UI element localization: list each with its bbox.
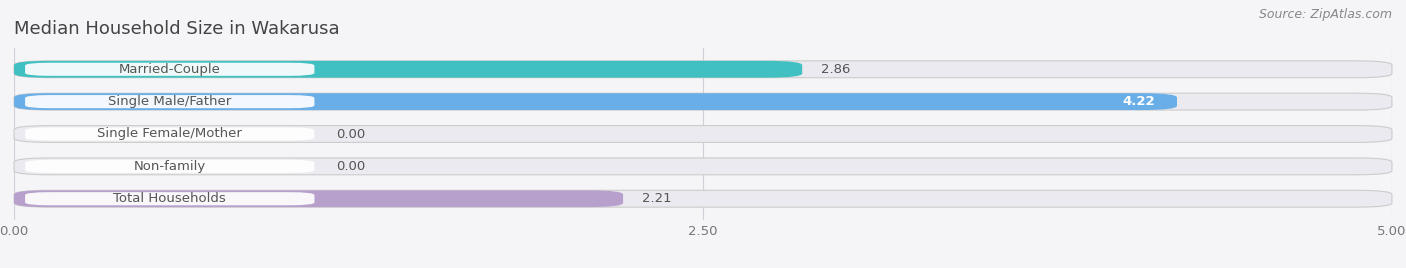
Text: Single Male/Father: Single Male/Father bbox=[108, 95, 232, 108]
FancyBboxPatch shape bbox=[25, 192, 315, 205]
FancyBboxPatch shape bbox=[14, 190, 623, 207]
Text: Single Female/Mother: Single Female/Mother bbox=[97, 128, 242, 140]
FancyBboxPatch shape bbox=[14, 126, 1392, 142]
FancyBboxPatch shape bbox=[14, 61, 1392, 78]
Text: 0.00: 0.00 bbox=[336, 160, 366, 173]
Text: Non-family: Non-family bbox=[134, 160, 205, 173]
FancyBboxPatch shape bbox=[25, 63, 315, 76]
Text: 0.00: 0.00 bbox=[336, 128, 366, 140]
FancyBboxPatch shape bbox=[14, 93, 1177, 110]
Text: 4.22: 4.22 bbox=[1122, 95, 1154, 108]
Text: Total Households: Total Households bbox=[114, 192, 226, 205]
Text: Married-Couple: Married-Couple bbox=[120, 63, 221, 76]
Text: Source: ZipAtlas.com: Source: ZipAtlas.com bbox=[1258, 8, 1392, 21]
FancyBboxPatch shape bbox=[14, 158, 1392, 175]
Text: Median Household Size in Wakarusa: Median Household Size in Wakarusa bbox=[14, 20, 340, 38]
Text: 2.86: 2.86 bbox=[821, 63, 851, 76]
FancyBboxPatch shape bbox=[14, 93, 1392, 110]
FancyBboxPatch shape bbox=[25, 160, 315, 173]
FancyBboxPatch shape bbox=[14, 61, 803, 78]
FancyBboxPatch shape bbox=[25, 128, 315, 140]
Text: 2.21: 2.21 bbox=[643, 192, 672, 205]
FancyBboxPatch shape bbox=[25, 95, 315, 108]
FancyBboxPatch shape bbox=[14, 190, 1392, 207]
